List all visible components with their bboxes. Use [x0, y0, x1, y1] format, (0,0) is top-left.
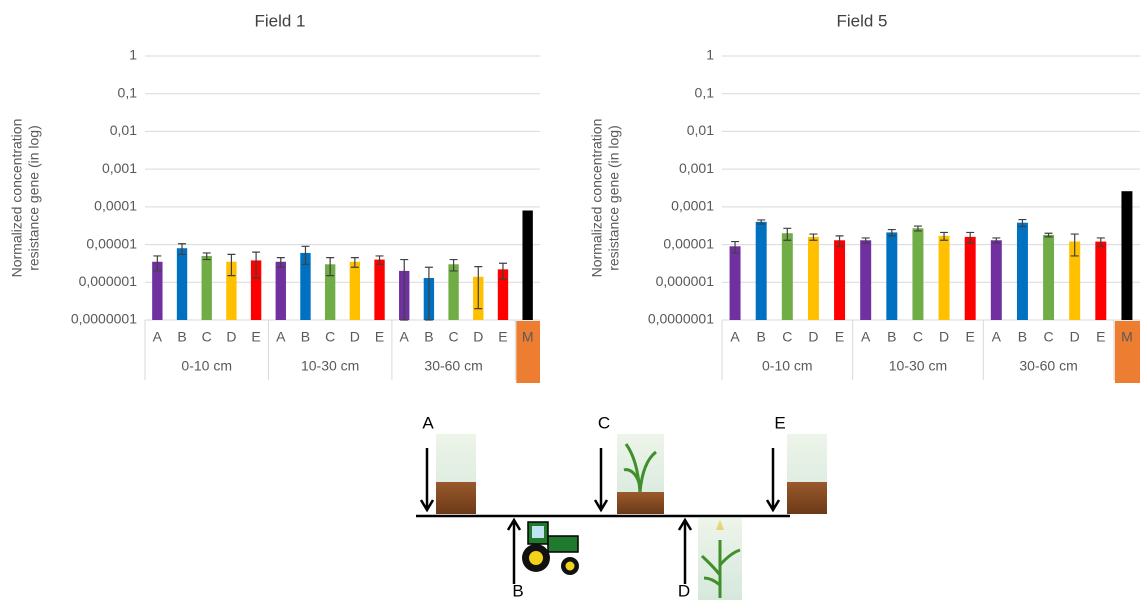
y-tick-label: 0,0001 — [94, 198, 137, 214]
chart-title: Field 1 — [254, 11, 305, 30]
group-label: 10-30 cm — [301, 358, 359, 374]
bar — [202, 256, 212, 320]
group-label: 10-30 cm — [889, 358, 947, 374]
y-tick-label: 0,0001 — [671, 198, 714, 214]
bar — [522, 211, 532, 320]
y-tick-label: 0,0000001 — [648, 311, 714, 327]
field-diagram: A B C D E — [416, 413, 827, 600]
y-tick-label: 0,000001 — [656, 273, 715, 289]
x-tick-label: E — [375, 329, 384, 345]
bar — [1121, 191, 1132, 320]
position-label: B — [512, 581, 523, 600]
x-tick-label: B — [757, 329, 766, 345]
position-label: A — [422, 413, 434, 432]
x-tick-label: B — [1018, 329, 1027, 345]
x-tick-label: D — [808, 329, 818, 345]
bar — [448, 264, 458, 320]
y-axis-label: Normalized concentration — [9, 119, 25, 278]
x-tick-label: B — [887, 329, 896, 345]
y-tick-label: 0,1 — [695, 84, 715, 100]
bar — [1017, 223, 1028, 320]
bar — [374, 260, 384, 320]
x-tick-label: D — [939, 329, 949, 345]
x-tick-label: M — [522, 329, 534, 345]
position-label: E — [774, 413, 785, 432]
y-tick-label: 1 — [706, 47, 714, 63]
group-label: 0-10 cm — [762, 358, 813, 374]
y-axis-label: resistance gene (in log) — [606, 125, 622, 271]
bar — [834, 240, 845, 320]
x-tick-label: A — [861, 329, 871, 345]
bar — [886, 232, 897, 320]
bar — [1043, 235, 1054, 320]
figure: A B C D E Field 1 Normalized concentratio… — [0, 0, 1140, 600]
x-tick-label: A — [992, 329, 1002, 345]
x-tick-label: A — [400, 329, 410, 345]
bar — [782, 233, 793, 320]
bar — [177, 248, 187, 320]
y-tick-label: 0,00001 — [86, 235, 137, 251]
x-tick-label: C — [202, 329, 212, 345]
bar — [912, 228, 923, 320]
y-tick-label: 0,00001 — [663, 235, 714, 251]
group-label: 0-10 cm — [181, 358, 232, 374]
x-tick-label: B — [177, 329, 186, 345]
bar — [730, 246, 741, 320]
y-tick-label: 0,01 — [687, 122, 714, 138]
bar — [1095, 242, 1106, 320]
y-tick-label: 0,000001 — [79, 273, 138, 289]
x-tick-label: A — [276, 329, 286, 345]
x-tick-label: B — [424, 329, 433, 345]
position-label: D — [678, 581, 690, 600]
x-tick-label: D — [350, 329, 360, 345]
x-tick-label: A — [730, 329, 740, 345]
x-tick-label: C — [325, 329, 335, 345]
soil — [436, 482, 476, 514]
x-tick-label: B — [301, 329, 310, 345]
bar — [350, 262, 360, 320]
x-tick-label: E — [966, 329, 975, 345]
x-tick-label: C — [1044, 329, 1054, 345]
x-tick-label: E — [498, 329, 507, 345]
soil — [787, 482, 827, 514]
bar — [808, 237, 819, 320]
x-tick-label: C — [913, 329, 923, 345]
y-tick-label: 0,0000001 — [71, 311, 137, 327]
position-label: C — [598, 413, 610, 432]
tractor — [522, 522, 579, 575]
bar — [939, 236, 950, 320]
x-tick-label: D — [1070, 329, 1080, 345]
x-tick-label: C — [449, 329, 459, 345]
x-tick-label: C — [782, 329, 792, 345]
x-tick-label: M — [1121, 329, 1133, 345]
soil — [617, 492, 664, 514]
x-tick-label: D — [226, 329, 236, 345]
y-tick-label: 0,01 — [110, 122, 137, 138]
y-axis-label: resistance gene (in log) — [26, 125, 42, 271]
x-tick-label: E — [1096, 329, 1105, 345]
x-tick-label: E — [835, 329, 844, 345]
x-tick-label: D — [473, 329, 483, 345]
group-label: 30-60 cm — [1019, 358, 1077, 374]
chart-title: Field 5 — [836, 11, 887, 30]
y-tick-label: 1 — [129, 47, 137, 63]
x-tick-label: A — [153, 329, 163, 345]
y-axis-label: Normalized concentration — [589, 119, 605, 278]
group-label: 30-60 cm — [424, 358, 482, 374]
y-tick-label: 0,1 — [118, 84, 138, 100]
bar — [991, 240, 1002, 320]
x-tick-label: E — [251, 329, 260, 345]
y-tick-label: 0,001 — [679, 160, 714, 176]
y-tick-label: 0,001 — [102, 160, 137, 176]
bar — [276, 262, 286, 320]
bar — [965, 237, 976, 320]
bar — [860, 240, 871, 320]
bar — [756, 222, 767, 320]
